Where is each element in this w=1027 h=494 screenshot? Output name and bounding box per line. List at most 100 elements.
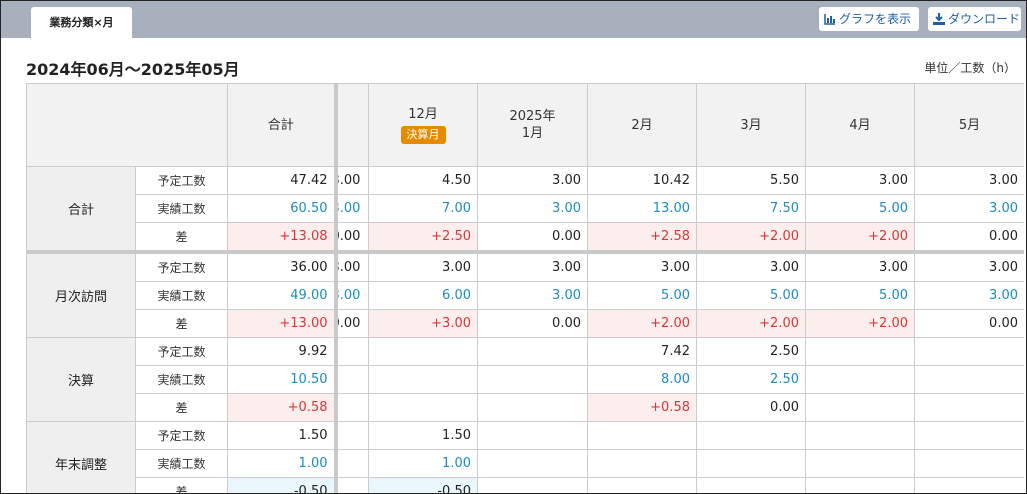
value-cell: +0.58 [227,393,338,422]
row-label: 差 [135,222,228,253]
column-label: 4月 [849,117,871,133]
value-cell: 3.00 [914,281,1024,310]
graph-button[interactable]: グラフを表示 [819,7,919,31]
value-cell [914,477,1024,493]
group-label: 決算 [26,337,136,422]
value-cell [805,421,915,450]
column-header: 5月 [914,83,1024,167]
value-cell [696,449,806,478]
value-cell: +2.00 [696,222,806,253]
value-cell: 10.50 [227,365,338,394]
value-cell: 3.00 [696,250,806,282]
value-cell [696,421,806,450]
value-cell: 1.00 [227,449,338,478]
value-cell: 2.50 [696,337,806,366]
corner-cell [26,83,228,167]
value-cell: +2.00 [696,309,806,338]
data-row: 月次訪問予定工数36.003.003.003.003.003.003.003.0… [26,250,1024,338]
row-label: 実績工数 [135,194,228,223]
value-cell [368,365,478,394]
value-cell: 5.00 [696,281,806,310]
header-row: 合計 12月 決算月 2025年 1月 2月 3月 4月 5月 [26,83,1024,167]
value-cell: +3.00 [368,309,478,338]
column-header: 2月 [587,83,697,167]
data-row: 差+13.000.00+3.000.00+2.00+2.00+2.000.00 [27,309,1024,338]
row-label: 予定工数 [135,421,228,450]
value-cell [335,365,369,394]
column-header: 12月 決算月 [368,83,478,167]
top-bar: 業務分類×月 グラフを表示 ダウンロード [1,1,1026,38]
value-cell: 3.00 [477,194,588,223]
value-cell: 3.00 [477,166,588,195]
value-cell [914,421,1024,450]
value-cell: +2.58 [587,222,697,253]
value-cell: +13.00 [227,309,338,338]
value-cell [368,393,478,422]
column-header [335,83,369,167]
value-cell: 47.42 [227,166,338,195]
value-cell: 3.00 [368,250,478,282]
value-cell: 3.00 [914,194,1024,223]
value-cell [335,393,369,422]
icon [933,13,945,25]
data-row: 決算 予定工数 9.92 7.42 2.50 [26,337,1024,422]
value-cell: 3.00 [587,250,697,282]
data-row: 実績工数 1.00 1.00 [27,449,1024,478]
data-row: 実績工数 10.50 8.00 2.50 [27,365,1024,394]
value-cell: 0.00 [696,393,806,422]
row-label: 実績工数 [135,365,228,394]
value-cell: 49.00 [227,281,338,310]
value-cell: 5.00 [805,194,915,223]
column-header: 合計 [227,83,338,167]
tab[interactable]: 業務分類×月 [31,7,132,38]
value-cell [914,449,1024,478]
row-label: 予定工数 [135,166,228,195]
group-label: 月次訪問 [26,250,136,338]
value-cell [587,421,697,450]
value-cell [477,365,588,394]
value-cell: 0.00 [335,309,369,338]
value-cell [805,337,915,366]
value-cell [805,449,915,478]
value-cell: 3.00 [914,250,1024,282]
row-label: 実績工数 [135,449,228,478]
value-cell: 5.00 [587,281,697,310]
value-cell: 3.00 [477,250,588,282]
value-cell: +2.00 [587,309,697,338]
value-cell [368,337,478,366]
data-row: 差 +0.58 +0.58 0.00 [27,393,1024,422]
group-label: 合計 [26,166,136,253]
value-cell [335,449,369,478]
value-cell: +13.08 [227,222,338,253]
value-cell: 3.00 [335,250,369,282]
value-cell [477,337,588,366]
value-cell: 2.50 [696,365,806,394]
download-button[interactable]: ダウンロード [928,7,1021,31]
row-label: 差 [135,393,228,422]
column-label: 5月 [958,117,981,133]
value-cell: 1.50 [227,421,338,450]
value-cell: 5.00 [805,281,915,310]
value-cell: +2.00 [805,222,915,253]
value-cell: +0.58 [587,393,697,422]
period-title: 2024年06月～2025年05月 [26,60,240,79]
column-label: 2月 [631,117,653,133]
value-cell [477,393,588,422]
button-label: グラフを表示 [839,12,912,26]
column-label: 12月 [408,107,438,122]
row-label: 差 [135,477,228,493]
unit-label: 単位／工数（h） [924,61,1016,75]
value-cell: 0.00 [914,222,1024,253]
value-cell [335,477,369,493]
row-label: 予定工数 [135,337,228,366]
value-cell: 7.50 [696,194,806,223]
value-cell: 5.50 [696,166,806,195]
value-cell [477,449,588,478]
